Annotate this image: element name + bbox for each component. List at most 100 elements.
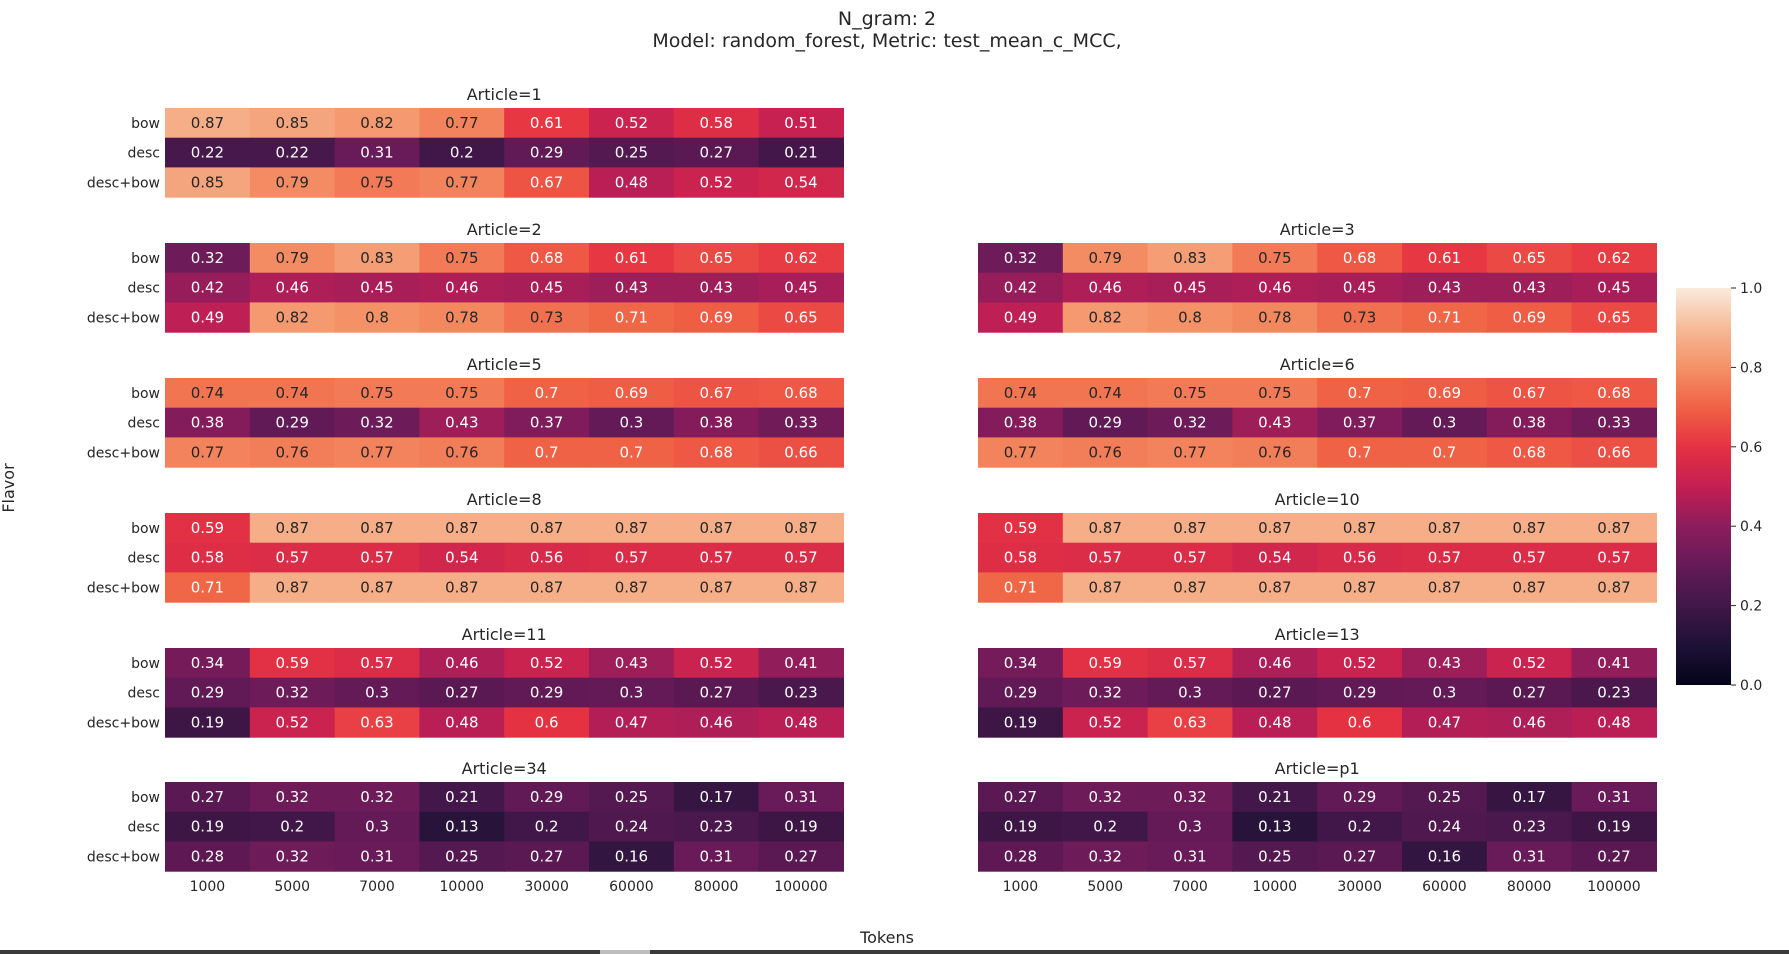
heatmap-cell <box>1402 572 1488 603</box>
colorbar-gradient <box>1676 288 1731 685</box>
colorbar: 0.0 0.2 0.4 0.6 0.8 1.0 <box>1676 281 1762 694</box>
cell-value-label: 0.87 <box>615 578 648 596</box>
heatmap-cell <box>758 782 844 813</box>
cell-value-label: 0.32 <box>1088 684 1121 702</box>
cell-value-label: 0.73 <box>1343 308 1376 326</box>
cell-value-label: 0.63 <box>1173 713 1206 731</box>
cell-value-label: 0.52 <box>530 654 563 672</box>
heatmap-cell <box>1317 302 1403 333</box>
cell-value-label: 0.79 <box>275 249 308 267</box>
cell-value-label: 0.83 <box>360 249 393 267</box>
cell-value-label: 0.83 <box>1173 249 1206 267</box>
heatmap-cell <box>1486 272 1573 303</box>
heatmap-cell <box>165 272 251 303</box>
heatmap-cell <box>165 542 251 573</box>
cell-value-label: 0.54 <box>784 173 817 191</box>
heatmap-cell <box>1232 677 1318 708</box>
heatmap-cell <box>1147 677 1233 708</box>
cell-value-label: 0.61 <box>530 114 563 132</box>
cell-value-label: 0.29 <box>1343 684 1376 702</box>
cell-value-label: 0.85 <box>191 173 224 191</box>
heatmap-cell <box>504 811 590 842</box>
heatmap-cell <box>249 437 336 468</box>
cell-value-label: 0.75 <box>1258 384 1291 402</box>
cell-value-label: 0.19 <box>1004 818 1037 836</box>
cell-value-label: 0.19 <box>191 713 224 731</box>
heatmap-cell <box>978 407 1064 438</box>
heatmap-cell <box>673 542 760 573</box>
x-tick-label: 100000 <box>774 879 827 895</box>
heatmap-cell <box>1571 782 1657 813</box>
cell-value-label: 0.25 <box>445 847 478 865</box>
cell-value-label: 0.52 <box>275 713 308 731</box>
heatmap-cell <box>589 542 675 573</box>
y-tick-label: bow <box>131 386 160 402</box>
cell-value-label: 0.2 <box>450 144 474 162</box>
cell-value-label: 0.2 <box>280 818 304 836</box>
heatmap-cell <box>1486 677 1573 708</box>
heatmap-cell <box>1062 407 1149 438</box>
heatmap-cell <box>504 378 590 409</box>
cell-value-label: 0.71 <box>615 308 648 326</box>
cell-value-label: 0.75 <box>1258 249 1291 267</box>
cell-value-label: 0.46 <box>1258 279 1291 297</box>
cell-value-label: 0.69 <box>1428 384 1461 402</box>
cell-value-label: 0.59 <box>1088 654 1121 672</box>
heatmap-cell <box>589 513 675 544</box>
cell-value-label: 0.46 <box>1088 279 1121 297</box>
heatmap-cell <box>1147 272 1233 303</box>
heatmap-cell <box>978 841 1064 872</box>
cell-value-label: 0.71 <box>191 578 224 596</box>
heatmap-cell <box>589 677 675 708</box>
x-tick-label: 80000 <box>1507 879 1552 895</box>
cell-value-label: 0.69 <box>615 384 648 402</box>
figure-title-line-1: N_gram: 2 <box>838 8 936 30</box>
cell-value-label: 0.32 <box>275 684 308 702</box>
cell-value-label: 0.57 <box>1173 654 1206 672</box>
heatmap-cell <box>1571 542 1657 573</box>
heatmap-cell <box>334 707 420 738</box>
heatmap-cell <box>1571 302 1657 333</box>
cell-value-label: 0.24 <box>615 818 648 836</box>
cell-value-label: 0.21 <box>1258 788 1291 806</box>
heatmap-cell <box>334 243 420 274</box>
cell-value-label: 0.45 <box>1343 279 1376 297</box>
cell-value-label: 0.6 <box>535 713 559 731</box>
heatmap-cell <box>504 542 590 573</box>
heatmap-cell <box>758 108 844 139</box>
cell-value-label: 0.32 <box>1088 788 1121 806</box>
cell-value-label: 0.61 <box>1428 249 1461 267</box>
cell-value-label: 0.27 <box>1258 684 1291 702</box>
cell-value-label: 0.57 <box>1173 549 1206 567</box>
horizontal-scrollbar[interactable] <box>0 950 1789 954</box>
heatmap-cell <box>1402 272 1488 303</box>
heatmap-cell <box>758 841 844 872</box>
heatmap-cell <box>419 513 505 544</box>
heatmap-cell <box>1147 437 1233 468</box>
cell-value-label: 0.68 <box>1512 443 1545 461</box>
heatmap-cell <box>504 648 590 679</box>
cell-value-label: 0.38 <box>191 414 224 432</box>
heatmap-cell <box>673 572 760 603</box>
cell-value-label: 0.74 <box>275 384 308 402</box>
heatmap-cell <box>589 407 675 438</box>
cell-value-label: 0.57 <box>1512 549 1545 567</box>
cell-value-label: 0.24 <box>1428 818 1461 836</box>
cell-value-label: 0.28 <box>191 847 224 865</box>
heatmap-cell <box>1232 782 1318 813</box>
heatmap-cell <box>1317 378 1403 409</box>
heatmap-cell <box>1317 572 1403 603</box>
cell-value-label: 0.23 <box>1597 684 1630 702</box>
colorbar-tick-label: 0.0 <box>1740 678 1762 694</box>
scrollbar-thumb[interactable] <box>600 950 650 954</box>
y-tick-label: desc <box>128 551 161 567</box>
cell-value-label: 0.37 <box>1343 414 1376 432</box>
cell-value-label: 0.75 <box>445 249 478 267</box>
heatmap-cell <box>1062 302 1149 333</box>
cell-value-label: 0.19 <box>191 818 224 836</box>
heatmap-cell <box>1232 648 1318 679</box>
heatmap-cell <box>249 272 336 303</box>
heatmap-cell <box>758 167 844 198</box>
cell-value-label: 0.87 <box>445 519 478 537</box>
heatmap-cell <box>334 782 420 813</box>
